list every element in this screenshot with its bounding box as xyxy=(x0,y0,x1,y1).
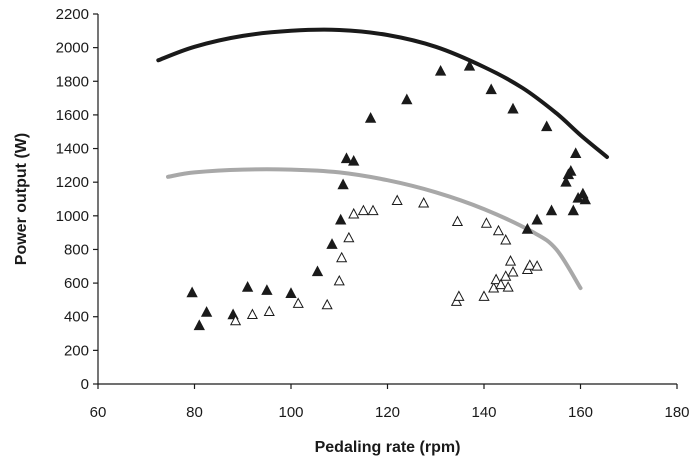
axes xyxy=(93,13,678,389)
open-triangle-marker xyxy=(524,259,536,270)
x-tick-label: 120 xyxy=(375,404,400,421)
open-triangle-marker xyxy=(357,204,369,216)
filled-triangle-marker xyxy=(507,102,519,114)
filled-triangle-marker xyxy=(401,93,413,105)
filled-triangle-marker xyxy=(541,120,553,132)
y-axis-title: Power output (W) xyxy=(13,133,30,265)
filled-triangle-marker xyxy=(463,59,476,71)
open-triangle-marker xyxy=(367,204,379,216)
filled-triangle-marker xyxy=(186,286,198,298)
y-tick-label: 400 xyxy=(64,309,89,326)
filled-triangle-marker xyxy=(570,147,582,159)
y-tick-label: 1800 xyxy=(56,73,89,90)
filled-triangle-marker xyxy=(200,306,213,317)
filled-triangle-marker xyxy=(337,178,349,190)
open-triangle-marker xyxy=(450,295,463,306)
open-triangle-marker xyxy=(531,260,543,271)
open-triangle-marker xyxy=(246,308,258,319)
y-tick-label: 2200 xyxy=(56,6,89,23)
open-triangle-marker xyxy=(480,217,493,228)
lower-fitted-curve xyxy=(166,167,583,291)
open-triangle-marker xyxy=(502,281,514,292)
filled-triangle-marker xyxy=(364,112,377,123)
x-tick-label: 80 xyxy=(186,404,203,421)
filled-triangle-marker xyxy=(521,223,534,234)
fitted-curves xyxy=(156,27,609,291)
open-triangle-marker xyxy=(492,224,505,236)
x-tick-label: 60 xyxy=(90,404,107,421)
open-triangle-marker xyxy=(495,278,507,290)
x-axis-title: Pedaling rate (rpm) xyxy=(315,439,461,456)
filled-triangle-marker xyxy=(567,204,579,216)
filled-triangle-marker xyxy=(193,319,205,331)
y-tick-label: 800 xyxy=(64,241,89,258)
filled-triangle-marker xyxy=(285,287,297,299)
filled-triangle-marker xyxy=(261,284,273,295)
y-tick-label: 200 xyxy=(64,342,89,359)
open-triangle-marker xyxy=(490,273,502,285)
y-tick-label: 1600 xyxy=(56,107,89,124)
filled-triangle-marker xyxy=(434,64,447,76)
y-tick-label: 600 xyxy=(64,275,89,292)
open-triangle-marker xyxy=(451,215,464,226)
y-tick-label: 1400 xyxy=(56,141,89,158)
filled-triangle-marker xyxy=(241,281,254,292)
upper-fitted-curve xyxy=(156,27,609,159)
open-triangle-marker xyxy=(507,266,519,277)
tick-labels: 0 200 400 600 800 1000 1200 1400 1600 1800 2000 220… xyxy=(56,6,690,421)
open-triangle-marker xyxy=(488,281,500,293)
open-triangle-marker xyxy=(500,234,512,245)
x-tick-label: 180 xyxy=(664,404,689,421)
open-triangle-marker xyxy=(504,255,517,266)
open-triangle-marker xyxy=(321,298,333,310)
y-tick-label: 1000 xyxy=(56,208,89,225)
open-triangle-marker xyxy=(343,231,355,243)
filled-triangle-marker xyxy=(335,213,347,225)
x-tick-label: 100 xyxy=(278,404,303,421)
open-triangle-marker xyxy=(263,305,275,316)
filled-triangle-marker xyxy=(531,213,543,225)
open-triangle-marker xyxy=(418,197,430,208)
y-tick-label: 2000 xyxy=(56,40,89,57)
open-triangle-marker xyxy=(292,297,304,308)
filled-triangle-marker xyxy=(565,165,577,176)
filled-triangle-marker xyxy=(579,193,591,205)
open-triangle-marker xyxy=(336,251,348,263)
y-tick-label: 0 xyxy=(81,376,89,393)
open-triangle-marker xyxy=(229,314,242,326)
filled-triangle-marker xyxy=(545,204,558,216)
open-triangle-marker xyxy=(478,290,490,301)
open-triangle-marker xyxy=(348,207,360,219)
filled-triangle-marker xyxy=(311,265,324,277)
filled-triangle-marker xyxy=(326,238,338,249)
filled-triangle-marker xyxy=(340,152,353,164)
open-triangle-marker xyxy=(453,290,465,301)
filled-triangle-marker xyxy=(560,175,572,187)
data-markers xyxy=(186,59,591,331)
filled-triangle-marker xyxy=(348,154,360,166)
filled-triangle-marker xyxy=(485,83,497,95)
x-tick-label: 140 xyxy=(471,404,496,421)
open-triangle-marker xyxy=(333,274,345,286)
open-triangle-marker xyxy=(391,194,403,205)
y-tick-label: 1200 xyxy=(56,174,89,191)
x-tick-label: 160 xyxy=(568,404,593,421)
